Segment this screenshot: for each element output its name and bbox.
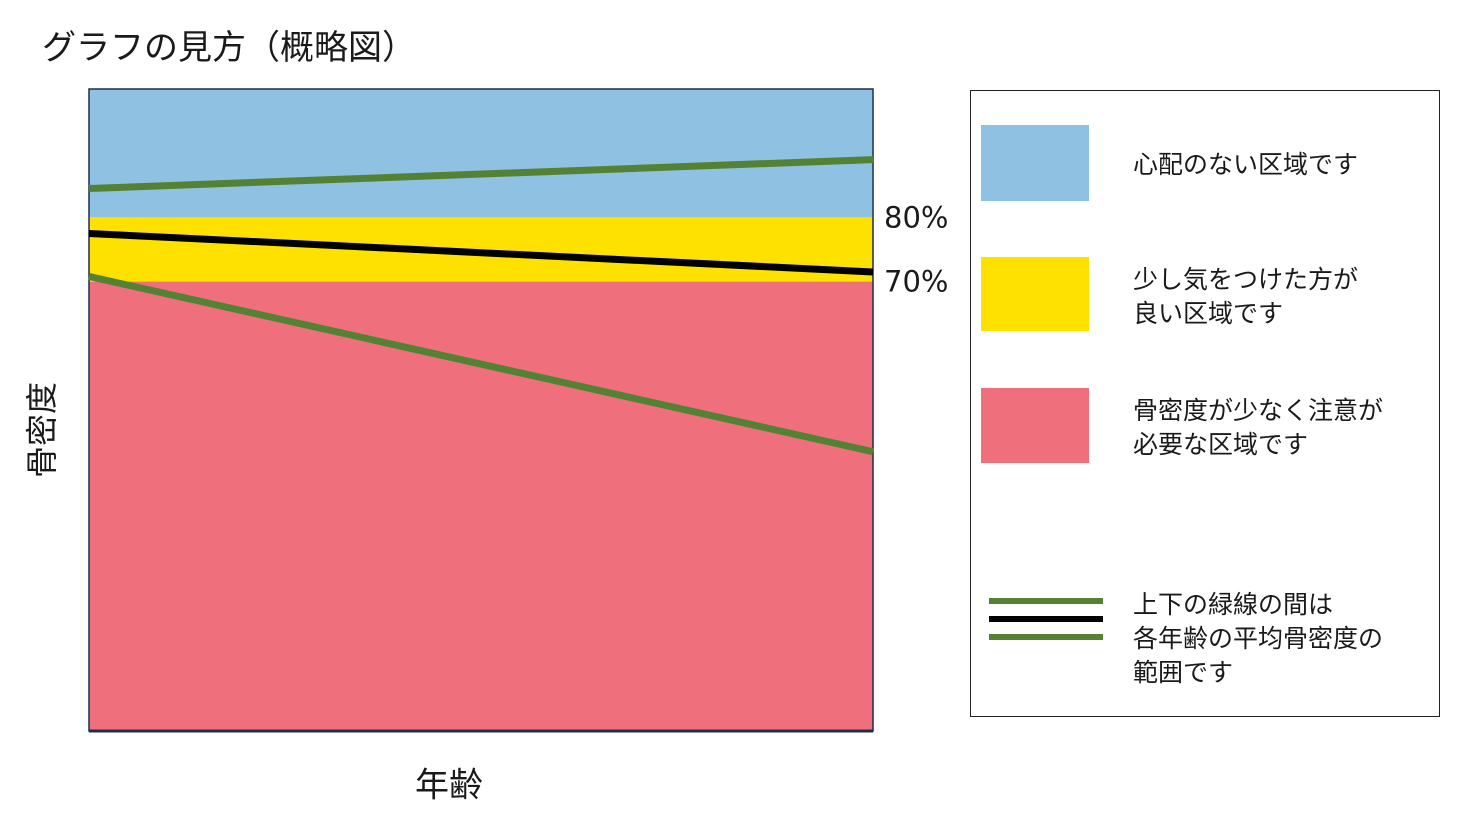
legend-label-danger: 骨密度が少なく注意が 必要な区域です [1133,396,1384,459]
legend-line-average [989,616,1103,622]
chart-title: グラフの見方（概略図） [42,28,416,68]
legend-swatch-caution [981,257,1089,331]
zone-danger [89,281,873,731]
x-axis-label: 年齢 [415,765,483,806]
series-lower-green-line [88,273,874,456]
legend-line-lower [989,634,1103,640]
legend-label-lines: 上下の緑線の間は 各年齢の平均骨密度の 範囲です [1133,590,1384,687]
threshold-label-70: 70% [884,265,948,299]
legend-label-safe: 心配のない区域です [1133,150,1359,179]
series-upper-green-line [88,156,874,193]
threshold-label-80: 80% [884,200,948,234]
legend-swatch-safe [981,125,1089,201]
zone-safe [89,89,873,218]
series-average-black-line [88,229,874,276]
legend-label-caution: 少し気をつけた方が 良い区域です [1133,265,1359,328]
legend-swatch-danger [981,388,1089,463]
legend-line-upper [989,598,1103,604]
legend-box: 心配のない区域です 少し気をつけた方が 良い区域です 骨密度が少なく注意が 必要… [970,90,1440,717]
